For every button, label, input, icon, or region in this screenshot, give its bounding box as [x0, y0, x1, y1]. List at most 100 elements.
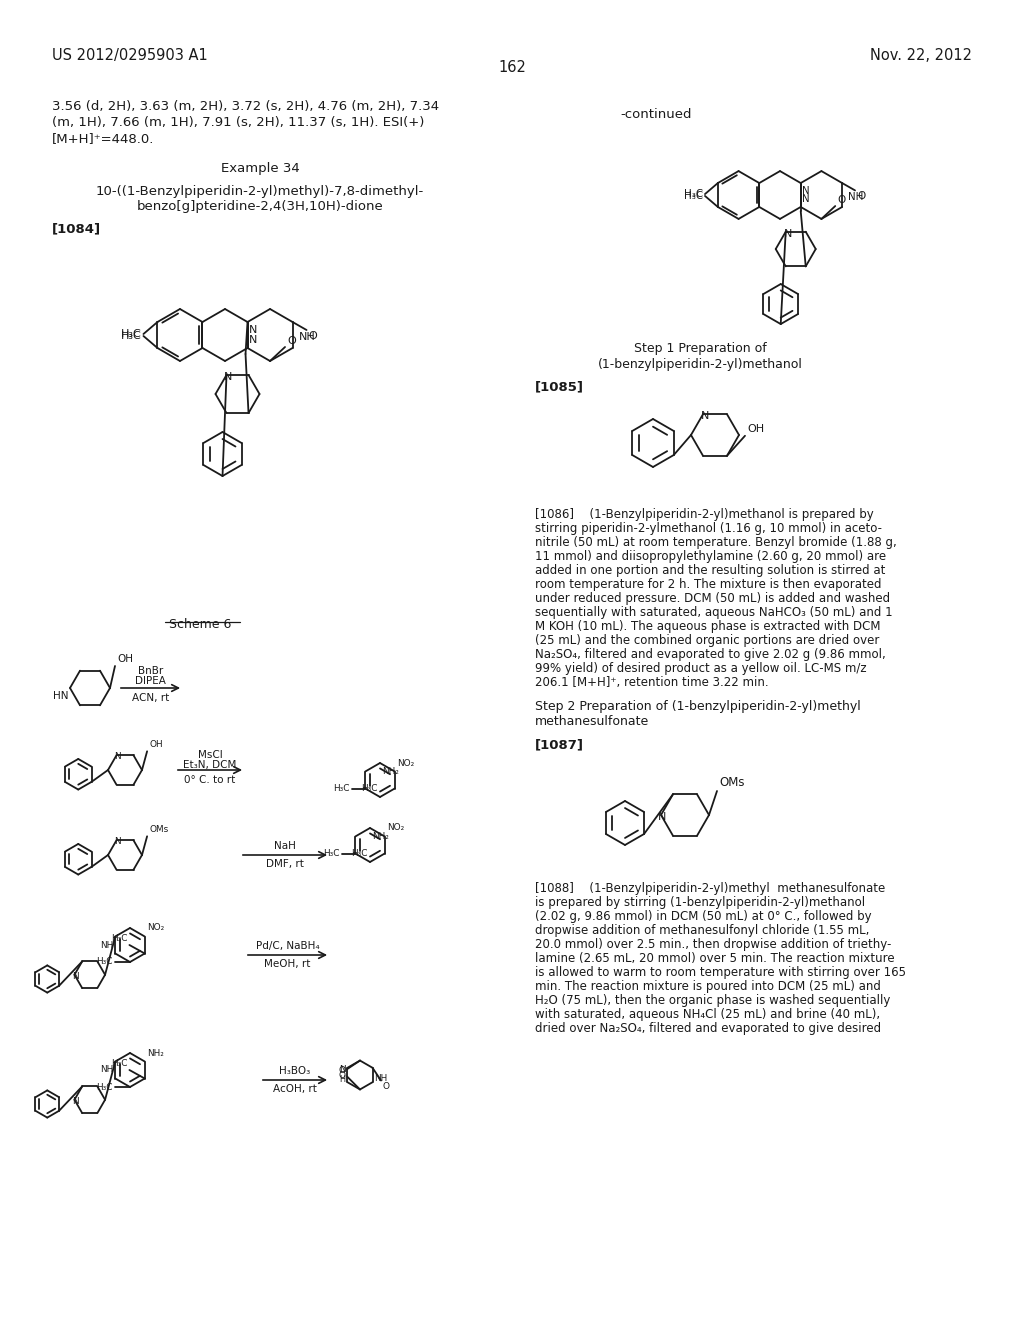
Text: [1088]  (1-Benzylpiperidin-2-yl)methyl  methanesulfonate: [1088] (1-Benzylpiperidin-2-yl)methyl me…	[535, 882, 886, 895]
Text: -continued: -continued	[620, 108, 691, 121]
Text: NH: NH	[375, 1074, 388, 1084]
Text: N: N	[700, 412, 710, 421]
Text: DIPEA: DIPEA	[135, 676, 166, 686]
Text: H₃C: H₃C	[684, 189, 702, 199]
Text: H₃C: H₃C	[121, 329, 141, 339]
Text: N: N	[72, 973, 79, 981]
Text: (2.02 g, 9.86 mmol) in DCM (50 mL) at 0° C., followed by: (2.02 g, 9.86 mmol) in DCM (50 mL) at 0°…	[535, 909, 871, 923]
Text: MeOH, rt: MeOH, rt	[264, 960, 310, 969]
Text: benzo[g]pteridine-2,4(3H,10H)-dione: benzo[g]pteridine-2,4(3H,10H)-dione	[136, 201, 383, 213]
Text: 20.0 mmol) over 2.5 min., then dropwise addition of triethy-: 20.0 mmol) over 2.5 min., then dropwise …	[535, 939, 891, 950]
Text: MsCl: MsCl	[198, 750, 222, 760]
Text: H₃C: H₃C	[96, 957, 113, 966]
Text: NO₂: NO₂	[146, 924, 164, 932]
Text: AcOH, rt: AcOH, rt	[273, 1084, 317, 1094]
Text: methanesulfonate: methanesulfonate	[535, 715, 649, 729]
Text: N: N	[224, 372, 232, 381]
Text: H₃C: H₃C	[334, 784, 350, 793]
Text: NH: NH	[100, 940, 114, 949]
Text: NH₂: NH₂	[146, 1048, 164, 1057]
Text: Pd/C, NaBH₄: Pd/C, NaBH₄	[256, 941, 319, 950]
Text: H₃C: H₃C	[324, 849, 340, 858]
Text: H: H	[339, 1076, 345, 1084]
Text: Step 2 Preparation of (1-benzylpiperidin-2-yl)methyl: Step 2 Preparation of (1-benzylpiperidin…	[535, 700, 861, 713]
Text: NH: NH	[299, 333, 315, 342]
Text: N: N	[802, 186, 809, 197]
Text: N: N	[72, 1097, 79, 1106]
Text: 99% yield) of desired product as a yellow oil. LC-MS m/z: 99% yield) of desired product as a yello…	[535, 663, 866, 675]
Text: [1087]: [1087]	[535, 738, 584, 751]
Text: 206.1 [M+H]⁺, retention time 3.22 min.: 206.1 [M+H]⁺, retention time 3.22 min.	[535, 676, 769, 689]
Text: OH: OH	[746, 424, 764, 434]
Text: (25 mL) and the combined organic portions are dried over: (25 mL) and the combined organic portion…	[535, 634, 880, 647]
Text: H₂O (75 mL), then the organic phase is washed sequentially: H₂O (75 mL), then the organic phase is w…	[535, 994, 891, 1007]
Text: NH₂: NH₂	[372, 832, 389, 841]
Text: (m, 1H), 7.66 (m, 1H), 7.91 (s, 2H), 11.37 (s, 1H). ESI(+): (m, 1H), 7.66 (m, 1H), 7.91 (s, 2H), 11.…	[52, 116, 424, 129]
Text: 3.56 (d, 2H), 3.63 (m, 2H), 3.72 (s, 2H), 4.76 (m, 2H), 7.34: 3.56 (d, 2H), 3.63 (m, 2H), 3.72 (s, 2H)…	[52, 100, 439, 114]
Text: H₃C: H₃C	[112, 1059, 128, 1068]
Text: H₃BO₃: H₃BO₃	[280, 1067, 310, 1076]
Text: N: N	[802, 194, 809, 205]
Text: ACN, rt: ACN, rt	[132, 693, 169, 704]
Text: M KOH (10 mL). The aqueous phase is extracted with DCM: M KOH (10 mL). The aqueous phase is extr…	[535, 620, 881, 634]
Text: O: O	[838, 195, 846, 205]
Text: nitrile (50 mL) at room temperature. Benzyl bromide (1.88 g,: nitrile (50 mL) at room temperature. Ben…	[535, 536, 897, 549]
Text: is allowed to warm to room temperature with stirring over 165: is allowed to warm to room temperature w…	[535, 966, 906, 979]
Text: N: N	[339, 1065, 345, 1074]
Text: Example 34: Example 34	[220, 162, 299, 176]
Text: sequentially with saturated, aqueous NaHCO₃ (50 mL) and 1: sequentially with saturated, aqueous NaH…	[535, 606, 893, 619]
Text: [1086]  (1-Benzylpiperidin-2-yl)methanol is prepared by: [1086] (1-Benzylpiperidin-2-yl)methanol …	[535, 508, 873, 521]
Text: O: O	[339, 1071, 345, 1080]
Text: O: O	[287, 337, 296, 346]
Text: dropwise addition of methanesulfonyl chloride (1.55 mL,: dropwise addition of methanesulfonyl chl…	[535, 924, 869, 937]
Text: Scheme 6: Scheme 6	[169, 618, 231, 631]
Text: NH: NH	[100, 1065, 114, 1074]
Text: (1-benzylpiperidin-2-yl)methanol: (1-benzylpiperidin-2-yl)methanol	[598, 358, 803, 371]
Text: NO₂: NO₂	[387, 824, 404, 833]
Text: O: O	[339, 1067, 345, 1074]
Text: Et₃N, DCM: Et₃N, DCM	[183, 760, 237, 770]
Text: H₃C: H₃C	[121, 331, 141, 341]
Text: dried over Na₂SO₄, filtered and evaporated to give desired: dried over Na₂SO₄, filtered and evaporat…	[535, 1022, 881, 1035]
Text: OH: OH	[117, 653, 133, 664]
Text: 11 mmol) and diisopropylethylamine (2.60 g, 20 mmol) are: 11 mmol) and diisopropylethylamine (2.60…	[535, 550, 886, 564]
Text: H₃C: H₃C	[96, 1082, 113, 1092]
Text: OMs: OMs	[150, 825, 168, 834]
Text: H₃C: H₃C	[684, 191, 702, 201]
Text: N: N	[115, 837, 121, 846]
Text: [1084]: [1084]	[52, 222, 101, 235]
Text: H₃C: H₃C	[361, 784, 378, 793]
Text: O: O	[857, 191, 865, 202]
Text: N: N	[783, 228, 792, 239]
Text: Nov. 22, 2012: Nov. 22, 2012	[870, 48, 972, 63]
Text: 162: 162	[498, 59, 526, 75]
Text: lamine (2.65 mL, 20 mmol) over 5 min. The reaction mixture: lamine (2.65 mL, 20 mmol) over 5 min. Th…	[535, 952, 895, 965]
Text: Step 1 Preparation of: Step 1 Preparation of	[634, 342, 766, 355]
Text: N: N	[657, 812, 667, 822]
Text: stirring piperidin-2-ylmethanol (1.16 g, 10 mmol) in aceto-: stirring piperidin-2-ylmethanol (1.16 g,…	[535, 521, 882, 535]
Text: [1085]: [1085]	[535, 380, 584, 393]
Text: 10-((1-Benzylpiperidin-2-yl)methyl)-7,8-dimethyl-: 10-((1-Benzylpiperidin-2-yl)methyl)-7,8-…	[96, 185, 424, 198]
Text: US 2012/0295903 A1: US 2012/0295903 A1	[52, 48, 208, 63]
Text: 0° C. to rt: 0° C. to rt	[184, 775, 236, 785]
Text: NaH: NaH	[274, 841, 296, 851]
Text: under reduced pressure. DCM (50 mL) is added and washed: under reduced pressure. DCM (50 mL) is a…	[535, 591, 890, 605]
Text: OMs: OMs	[719, 776, 744, 789]
Text: NH₂: NH₂	[382, 767, 399, 776]
Text: HN: HN	[52, 690, 68, 701]
Text: DMF, rt: DMF, rt	[266, 859, 304, 869]
Text: with saturated, aqueous NH₄Cl (25 mL) and brine (40 mL),: with saturated, aqueous NH₄Cl (25 mL) an…	[535, 1008, 880, 1020]
Text: NO₂: NO₂	[396, 759, 414, 767]
Text: room temperature for 2 h. The mixture is then evaporated: room temperature for 2 h. The mixture is…	[535, 578, 882, 591]
Text: N: N	[115, 752, 121, 760]
Text: is prepared by stirring (1-benzylpiperidin-2-yl)methanol: is prepared by stirring (1-benzylpiperid…	[535, 896, 865, 909]
Text: min. The reaction mixture is poured into DCM (25 mL) and: min. The reaction mixture is poured into…	[535, 979, 881, 993]
Text: OH: OH	[150, 741, 163, 750]
Text: O: O	[308, 331, 317, 341]
Text: O: O	[383, 1082, 390, 1092]
Text: Na₂SO₄, filtered and evaporated to give 2.02 g (9.86 mmol,: Na₂SO₄, filtered and evaporated to give …	[535, 648, 886, 661]
Text: N: N	[249, 335, 257, 345]
Text: [M+H]⁺=448.0.: [M+H]⁺=448.0.	[52, 132, 155, 145]
Text: H₃C: H₃C	[112, 935, 128, 944]
Text: N: N	[249, 325, 257, 335]
